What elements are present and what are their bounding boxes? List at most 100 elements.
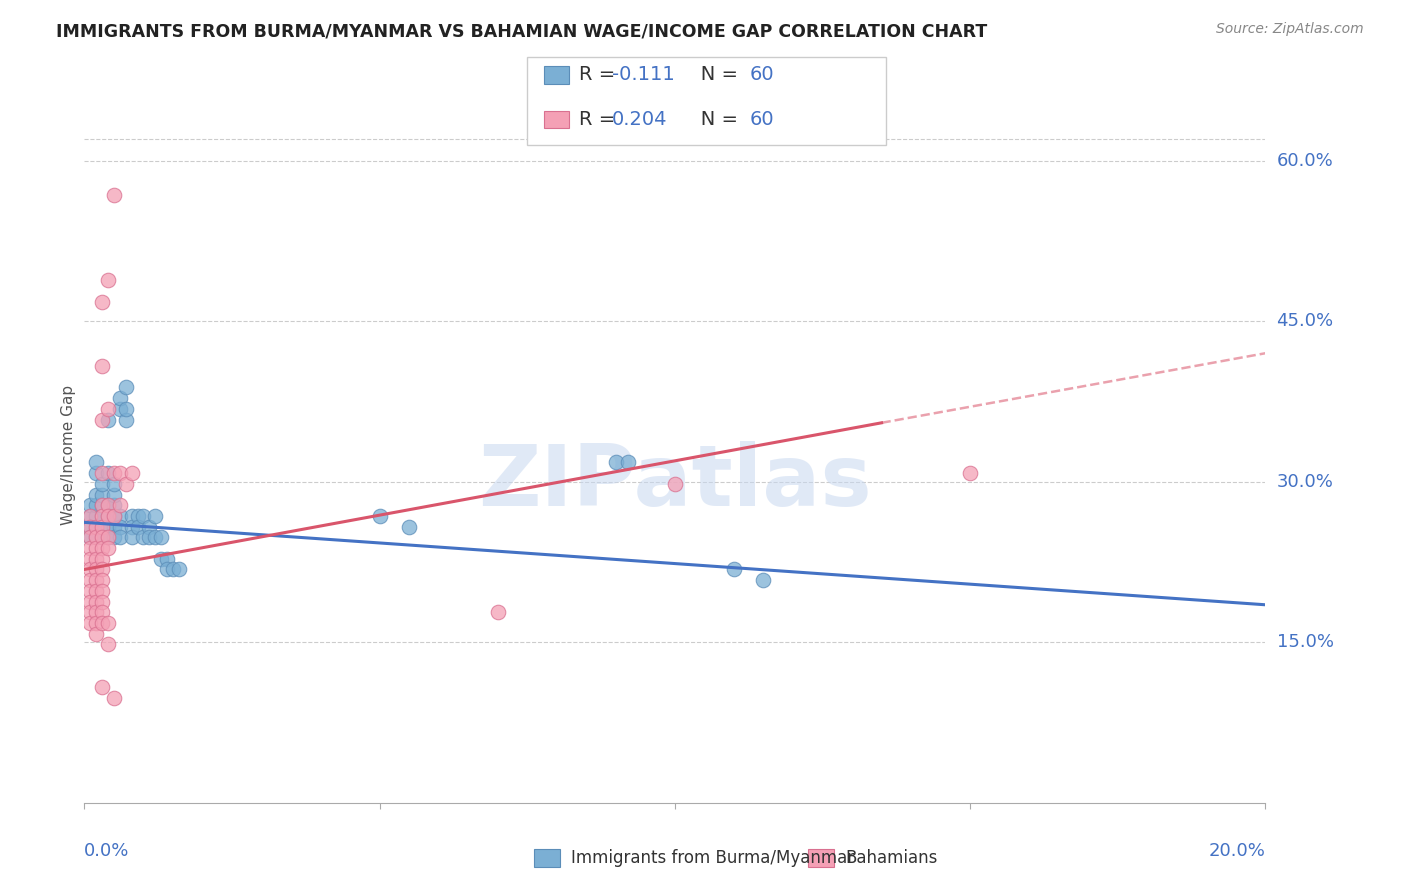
Point: [108, 519, 131, 533]
Point: [91, 466, 114, 480]
Point: [91, 487, 114, 501]
Point: [84, 466, 107, 480]
Point: [84, 455, 107, 469]
Point: [103, 519, 125, 533]
Point: [138, 530, 160, 544]
Point: [84, 605, 107, 619]
Point: [91, 508, 114, 523]
Text: N =: N =: [682, 65, 744, 85]
Text: 45.0%: 45.0%: [1277, 312, 1334, 330]
Text: R =: R =: [579, 65, 621, 85]
Point: [91, 508, 114, 523]
Point: [127, 519, 149, 533]
Point: [121, 466, 143, 480]
Point: [97, 466, 120, 480]
Point: [84, 615, 107, 630]
Point: [79, 508, 101, 523]
Point: [84, 519, 107, 533]
Point: [84, 530, 107, 544]
Point: [84, 626, 107, 640]
Point: [486, 605, 509, 619]
Point: [84, 541, 107, 555]
Point: [84, 583, 107, 598]
Point: [84, 562, 107, 576]
Point: [97, 498, 120, 512]
Point: [150, 530, 173, 544]
Text: 60.0%: 60.0%: [1277, 152, 1333, 169]
Point: [97, 519, 120, 533]
Point: [79, 530, 101, 544]
Point: [108, 530, 131, 544]
Point: [91, 530, 114, 544]
Point: [79, 530, 101, 544]
Point: [91, 519, 114, 533]
Point: [79, 573, 101, 587]
Text: 60: 60: [749, 110, 775, 129]
Point: [79, 615, 101, 630]
Text: 0.204: 0.204: [612, 110, 666, 129]
Point: [79, 605, 101, 619]
Point: [108, 391, 131, 405]
Point: [97, 615, 120, 630]
Point: [108, 466, 131, 480]
Point: [121, 508, 143, 523]
Point: [79, 594, 101, 608]
Text: 30.0%: 30.0%: [1277, 473, 1333, 491]
Text: 60: 60: [749, 65, 775, 85]
Text: ZIPatlas: ZIPatlas: [478, 442, 872, 524]
Point: [398, 519, 420, 533]
Text: -0.111: -0.111: [612, 65, 675, 85]
Point: [143, 530, 166, 544]
Point: [103, 690, 125, 705]
Point: [91, 605, 114, 619]
Point: [664, 476, 686, 491]
Point: [150, 551, 173, 566]
Point: [84, 594, 107, 608]
Point: [84, 508, 107, 523]
Point: [97, 541, 120, 555]
Point: [368, 508, 391, 523]
Point: [132, 508, 155, 523]
Point: [752, 573, 775, 587]
Point: [91, 519, 114, 533]
Point: [79, 498, 101, 512]
Point: [114, 476, 136, 491]
Point: [91, 294, 114, 309]
Point: [114, 401, 136, 416]
Point: [79, 551, 101, 566]
Point: [108, 401, 131, 416]
Point: [79, 562, 101, 576]
Point: [103, 508, 125, 523]
Point: [121, 530, 143, 544]
Point: [91, 562, 114, 576]
Text: Source: ZipAtlas.com: Source: ZipAtlas.com: [1216, 22, 1364, 37]
Point: [84, 573, 107, 587]
Point: [97, 273, 120, 287]
Text: 15.0%: 15.0%: [1277, 633, 1333, 651]
Point: [97, 508, 120, 523]
Point: [114, 380, 136, 394]
Point: [162, 562, 184, 576]
Point: [616, 455, 638, 469]
Text: Bahamians: Bahamians: [845, 849, 938, 867]
Point: [79, 583, 101, 598]
Point: [108, 508, 131, 523]
Text: R =: R =: [579, 110, 621, 129]
Point: [91, 551, 114, 566]
Point: [103, 508, 125, 523]
Point: [79, 541, 101, 555]
Point: [114, 412, 136, 426]
Point: [84, 498, 107, 512]
Text: Immigrants from Burma/Myanmar: Immigrants from Burma/Myanmar: [571, 849, 853, 867]
Point: [91, 680, 114, 694]
Point: [91, 476, 114, 491]
Point: [91, 573, 114, 587]
Point: [84, 530, 107, 544]
Point: [91, 530, 114, 544]
Point: [97, 412, 120, 426]
Point: [97, 498, 120, 512]
Point: [167, 562, 190, 576]
Text: 0.0%: 0.0%: [84, 842, 129, 860]
Point: [91, 498, 114, 512]
Point: [84, 551, 107, 566]
